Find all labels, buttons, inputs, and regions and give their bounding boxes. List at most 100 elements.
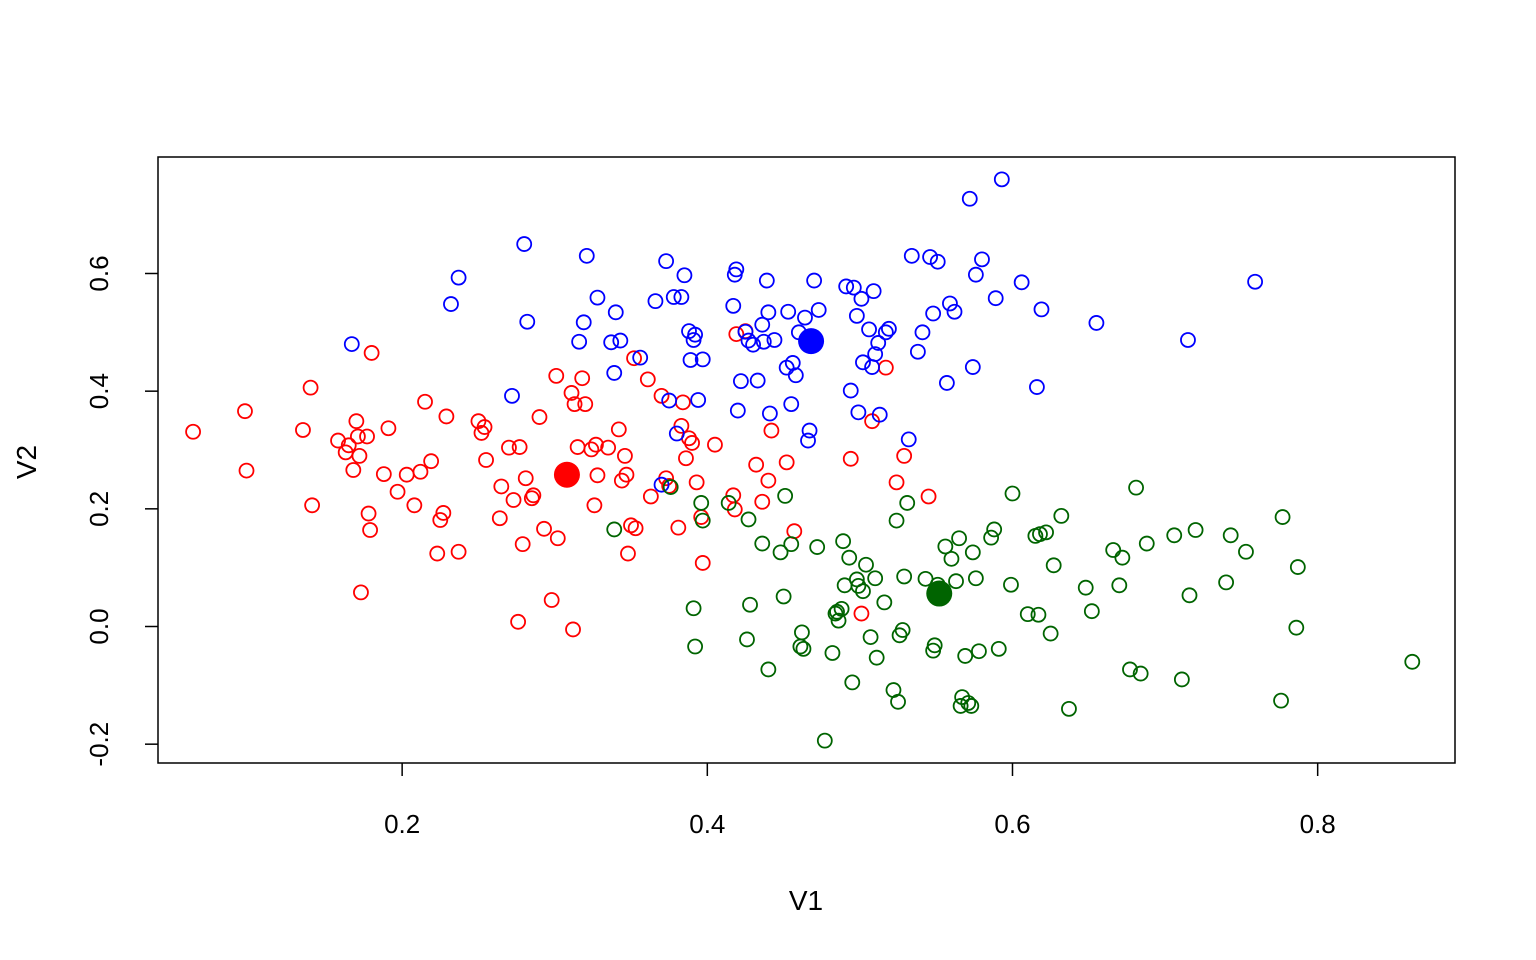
data-point — [862, 629, 879, 645]
data-point — [600, 439, 617, 456]
data-point — [755, 333, 772, 350]
data-point — [737, 323, 754, 340]
data-point — [964, 544, 981, 561]
data-point — [238, 462, 255, 479]
data-point — [925, 305, 942, 322]
data-point — [761, 405, 778, 422]
data-point — [639, 371, 656, 388]
data-point — [760, 304, 777, 321]
data-point — [1404, 653, 1421, 670]
data-point — [549, 530, 566, 547]
data-point — [1273, 692, 1289, 709]
data-point — [1088, 315, 1105, 331]
data-point — [618, 466, 635, 483]
data-point — [632, 349, 649, 366]
x-tick-label: 0.4 — [689, 809, 725, 839]
data-point — [687, 638, 704, 655]
data-point — [1030, 606, 1047, 623]
plot-frame — [157, 156, 1456, 764]
data-point — [868, 649, 885, 666]
data-point — [678, 450, 694, 467]
cluster-centroid — [553, 461, 580, 488]
data-point — [1004, 485, 1021, 502]
data-point — [909, 343, 926, 360]
data-point — [491, 510, 508, 527]
data-point — [505, 492, 522, 508]
data-point — [668, 425, 685, 442]
data-point — [877, 324, 894, 341]
data-point — [754, 493, 771, 510]
cluster-centroid — [926, 580, 953, 607]
data-point — [574, 370, 591, 387]
data-point — [740, 332, 757, 349]
y-axis: -0.2 0.0 0.2 0.4 0.6 — [84, 255, 158, 767]
data-point — [517, 470, 534, 487]
data-point — [543, 592, 560, 608]
data-point — [783, 396, 800, 413]
data-point — [353, 584, 369, 601]
data-point — [653, 387, 670, 404]
data-point — [967, 570, 984, 587]
x-axis-title: V1 — [789, 885, 823, 916]
data-point — [963, 698, 980, 714]
data-point — [423, 453, 440, 470]
data-point — [964, 359, 981, 375]
data-point — [438, 408, 455, 425]
data-point — [330, 432, 346, 449]
data-point — [380, 420, 397, 437]
data-point — [525, 487, 542, 504]
y-axis-title: V2 — [11, 445, 42, 479]
data-point — [783, 536, 800, 553]
data-point — [740, 511, 757, 528]
data-point — [926, 637, 943, 654]
data-point — [903, 247, 920, 264]
y-tick-label: 0.2 — [84, 491, 114, 527]
data-point — [853, 605, 870, 622]
data-point — [575, 314, 592, 331]
data-point — [583, 441, 600, 458]
data-point — [237, 403, 253, 420]
data-point — [1173, 671, 1190, 688]
data-point — [728, 261, 745, 278]
data-point — [610, 421, 627, 438]
data-point — [578, 247, 595, 264]
data-point — [1114, 549, 1131, 566]
data-point — [861, 321, 877, 338]
x-axis: 0.2 0.4 0.6 0.8 — [384, 763, 1336, 839]
data-point — [351, 447, 368, 464]
data-point — [359, 428, 375, 445]
data-point — [360, 505, 377, 522]
data-point — [340, 437, 357, 454]
data-point — [1029, 379, 1045, 395]
data-point — [1166, 527, 1183, 544]
data-point — [429, 545, 446, 562]
data-point — [571, 333, 588, 350]
data-point — [1033, 301, 1050, 318]
data-point — [983, 529, 1000, 546]
data-point — [606, 521, 623, 538]
data-point — [766, 332, 783, 348]
data-point — [1003, 576, 1019, 593]
data-point — [435, 505, 452, 521]
data-point — [951, 530, 967, 547]
data-point — [754, 535, 771, 552]
data-point — [620, 545, 636, 562]
data-point — [673, 417, 690, 434]
data-point — [838, 278, 855, 295]
data-point — [1181, 587, 1198, 604]
data-point — [450, 269, 467, 286]
data-point — [684, 435, 700, 451]
data-point — [688, 474, 705, 491]
data-point — [1187, 522, 1204, 538]
data-point — [658, 253, 675, 270]
data-point — [389, 483, 406, 500]
data-point — [432, 512, 449, 528]
data-point — [302, 379, 319, 396]
data-point — [536, 520, 552, 537]
data-point — [577, 396, 594, 413]
x-tick-label: 0.6 — [994, 809, 1030, 839]
data-point — [1105, 542, 1122, 558]
data-point — [589, 289, 606, 306]
data-point — [349, 428, 366, 445]
